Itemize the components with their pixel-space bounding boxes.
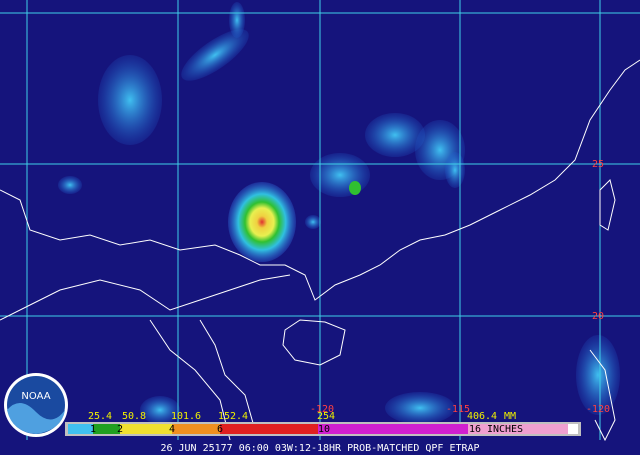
coastlines bbox=[0, 59, 640, 442]
lat-label: 25 bbox=[592, 159, 604, 170]
mm-label: 50.8 bbox=[122, 411, 146, 422]
lat-label: 20 bbox=[592, 311, 604, 322]
color-scale: 25.4 50.8 101.6 152.4 254 406.4 MM 1 2 4… bbox=[65, 411, 581, 436]
mm-unit: MM bbox=[504, 411, 516, 422]
inch-label: 6 bbox=[217, 424, 223, 435]
mm-label: 406.4 bbox=[467, 411, 497, 422]
scale-swatch bbox=[318, 424, 468, 434]
noaa-logo: NOAA bbox=[4, 373, 68, 437]
mm-label: 152.4 bbox=[218, 411, 248, 422]
inch-label: 1 bbox=[90, 424, 96, 435]
lon-label: -115 bbox=[446, 404, 470, 415]
lat-labels: 25 20 bbox=[592, 159, 604, 322]
inch-label: 16 bbox=[469, 424, 481, 435]
inch-label: 4 bbox=[169, 424, 175, 435]
inch-unit: INCHES bbox=[487, 424, 523, 435]
footer-caption: 26 JUN 25177 06:00 03W:12-18HR PROB-MATC… bbox=[160, 443, 479, 454]
scale-swatch bbox=[172, 424, 220, 434]
lon-labels: -120 -115 -120 bbox=[310, 404, 610, 415]
precip bbox=[58, 2, 620, 424]
scale-swatch bbox=[220, 424, 318, 434]
scale-swatch bbox=[568, 424, 578, 434]
lon-label: -120 bbox=[310, 404, 334, 415]
scale-swatch bbox=[120, 424, 172, 434]
logo-text: NOAA bbox=[21, 391, 50, 402]
scale-swatch bbox=[68, 424, 93, 434]
scale-swatch bbox=[468, 424, 568, 434]
scale-swatch bbox=[93, 424, 120, 434]
mm-label: 25.4 bbox=[88, 411, 112, 422]
inch-label: 10 bbox=[318, 424, 330, 435]
mm-label: 254 bbox=[317, 411, 335, 422]
lon-label: -120 bbox=[586, 404, 610, 415]
inch-label: 2 bbox=[117, 424, 123, 435]
mm-label: 101.6 bbox=[171, 411, 201, 422]
